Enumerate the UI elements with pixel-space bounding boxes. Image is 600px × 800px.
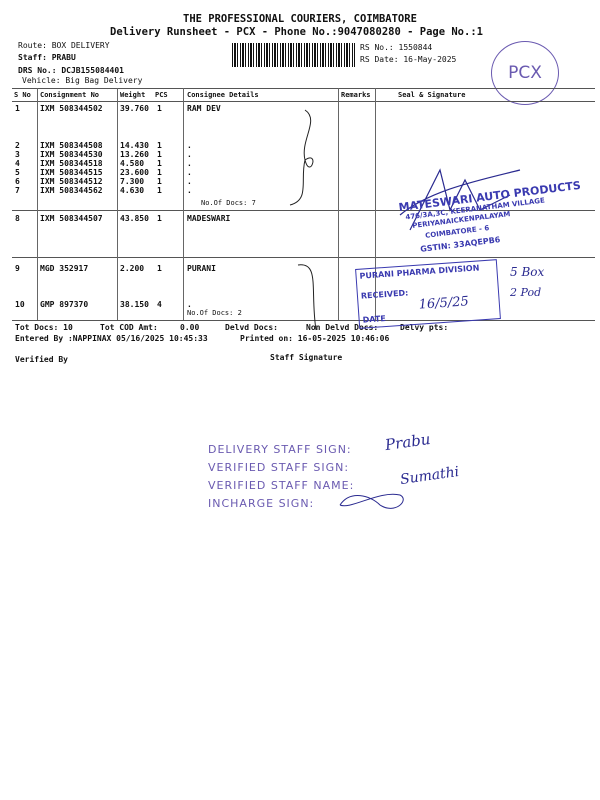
row-sno: 2 — [15, 141, 20, 150]
cod-value: 0.00 — [180, 323, 200, 332]
col-seal: Seal & Signature — [398, 91, 466, 99]
row-details: RAM DEV — [187, 104, 221, 113]
row-wt: 43.850 — [120, 214, 149, 223]
row-details: . — [187, 177, 192, 186]
row-cn: IXM 508344562 — [40, 186, 103, 195]
drs-no: DRS No.: DCJB155084401 — [18, 66, 124, 75]
rs-date: RS Date: 16-May-2025 — [360, 55, 457, 64]
row-pcs: 1 — [157, 264, 162, 273]
row-pcs: 1 — [157, 177, 162, 186]
note-boxes: 5 Box — [510, 265, 545, 279]
non-delvd-docs: Non Delvd Docs: — [306, 323, 379, 332]
row-cn: IXM 508344512 — [40, 177, 103, 186]
runsheet-title: Delivery Runsheet - PCX - Phone No.:9047… — [110, 26, 483, 38]
delivery-staff-sign: DELIVERY STAFF SIGN: — [208, 443, 352, 456]
row-details: . — [187, 159, 192, 168]
row-sno: 10 — [15, 300, 25, 309]
row-details: . — [187, 186, 192, 195]
staff-signature-label: Staff Signature — [270, 353, 343, 362]
row-pcs: 1 — [157, 214, 162, 223]
col-consignment: Consignment No — [40, 91, 100, 99]
col-consignee: Consignee Details — [187, 91, 259, 99]
row-pcs: 1 — [157, 150, 162, 159]
row-wt: 4.630 — [120, 186, 145, 195]
route: Route: BOX DELIVERY — [18, 41, 110, 50]
row-sno: 5 — [15, 168, 20, 177]
row-details: . — [187, 141, 192, 150]
stamp-purani: PURANI PHARMA DIVISION RECEIVED: DATE 16… — [355, 259, 501, 329]
incharge-sign: INCHARGE SIGN: — [208, 497, 315, 510]
row-details: . — [187, 168, 192, 177]
row-details: . — [187, 150, 192, 159]
row-sno: 3 — [15, 150, 20, 159]
row-wt: 23.600 — [120, 168, 149, 177]
staff: Staff: PRABU — [18, 53, 76, 62]
row-wt: 38.150 — [120, 300, 149, 309]
verified-by: Verified By — [15, 355, 68, 364]
row-cn: IXM 508344518 — [40, 159, 103, 168]
barcode — [232, 43, 355, 67]
row-sno: 9 — [15, 264, 20, 273]
row-cn: IXM 508344530 — [40, 150, 103, 159]
row-pcs: 4 — [157, 300, 162, 309]
tot-docs: Tot Docs: 10 — [15, 323, 73, 332]
rs-no: RS No.: 1550844 — [360, 43, 433, 52]
row-wt: 14.430 — [120, 141, 149, 150]
docs-count-2: No.Of Docs: 2 — [187, 309, 242, 317]
verified-staff-name: VERIFIED STAFF NAME: — [208, 479, 355, 492]
vehicle: Vehicle: Big Bag Delivery — [22, 76, 143, 85]
row-pcs: 1 — [157, 168, 162, 177]
row-cn: GMP 897370 — [40, 300, 89, 309]
row-sno: 1 — [15, 104, 20, 113]
delvd-docs: Delvd Docs: — [225, 323, 278, 332]
col-sno: S No — [14, 91, 31, 99]
docs-count-1: No.Of Docs: 7 — [201, 199, 256, 207]
row-cn: IXM 508344507 — [40, 214, 103, 223]
col-remarks: Remarks — [341, 91, 371, 99]
company-name: THE PROFESSIONAL COURIERS, COIMBATORE — [183, 13, 417, 25]
note-pod: 2 Pod — [510, 286, 542, 299]
row-sno: 7 — [15, 186, 20, 195]
verified-staff-sign: VERIFIED STAFF SIGN: — [208, 461, 350, 474]
printed-on: Printed on: 16-05-2025 10:46:06 — [240, 334, 390, 343]
tot-cod: Tot COD Amt: — [100, 323, 158, 332]
pcx-stamp: PCX — [491, 41, 559, 105]
delvy-pts: Delvy pts: — [400, 323, 449, 332]
row-sno: 8 — [15, 214, 20, 223]
row-wt: 13.260 — [120, 150, 149, 159]
row-pcs: 1 — [157, 186, 162, 195]
row-sno: 6 — [15, 177, 20, 186]
row-wt: 4.580 — [120, 159, 145, 168]
row-pcs: 1 — [157, 104, 162, 113]
col-weight: Weight — [120, 91, 146, 99]
row-details: . — [187, 300, 192, 309]
row-sno: 4 — [15, 159, 20, 168]
row-wt: 39.760 — [120, 104, 149, 113]
row-cn: MGD 352917 — [40, 264, 89, 273]
row-details: MADESWARI — [187, 214, 231, 223]
row-cn: IXM 508344508 — [40, 141, 103, 150]
row-cn: IXM 508344515 — [40, 168, 103, 177]
row-pcs: 1 — [157, 141, 162, 150]
row-wt: 2.200 — [120, 264, 145, 273]
row-details: PURANI — [187, 264, 216, 273]
entered-by: Entered By :NAPPINAX 05/16/2025 10:45:33 — [15, 334, 208, 343]
row-cn: IXM 508344502 — [40, 104, 103, 113]
col-pcs: PCS — [155, 91, 168, 99]
row-wt: 7.300 — [120, 177, 145, 186]
row-pcs: 1 — [157, 159, 162, 168]
